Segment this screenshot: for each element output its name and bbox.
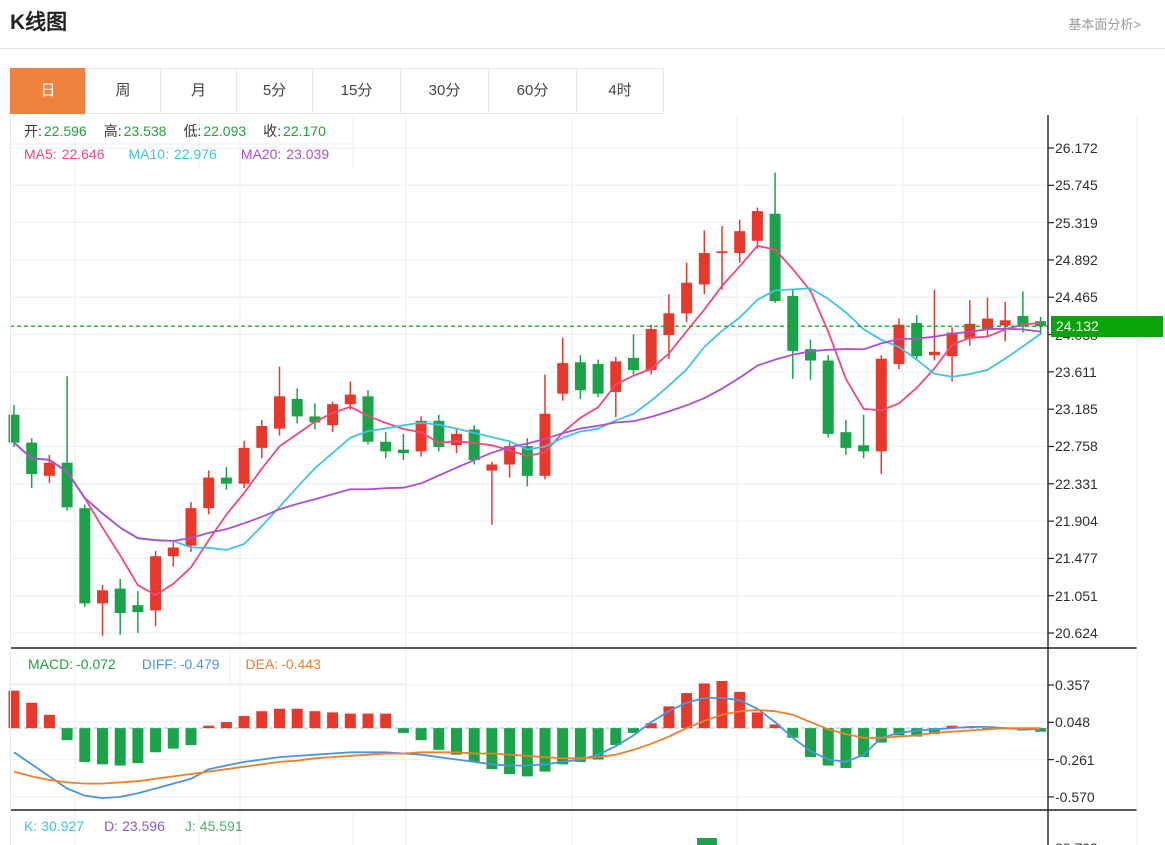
price-tick-label: 22.758 [1055, 438, 1098, 455]
legend-value: 22.646 [61, 146, 105, 162]
period-tab-bar: 日周月 5分 15分 30分 60分 4时 [10, 68, 664, 114]
legend-value: 23.538 [123, 123, 167, 139]
kdj-axis-tick-partial: 88.793 [1055, 838, 1135, 845]
legend-value: 30.927 [41, 818, 85, 834]
kdj-legend: K: 30.927 D: 23.596 J: 45.591 [24, 818, 263, 834]
legend-item: 低: 22.093 [183, 121, 246, 141]
macd-tick-label: 0.048 [1055, 714, 1091, 731]
price-tick-label: 26.172 [1055, 140, 1098, 156]
tab-周[interactable]: 周 [85, 68, 161, 114]
tab-日[interactable]: 日 [10, 68, 86, 114]
tab-5分[interactable]: 5分 [236, 68, 313, 114]
tab-30分[interactable]: 30分 [400, 68, 489, 114]
legend-item: DIFF: -0.479 [142, 656, 220, 672]
legend-value: -0.479 [179, 656, 220, 672]
price-tick-label: 24.465 [1055, 289, 1098, 306]
legend-value: 45.591 [199, 818, 243, 834]
macd-tick-label: -0.570 [1055, 788, 1095, 805]
legend-item: 收: 22.170 [263, 121, 326, 141]
legend-label: DIFF: [141, 656, 177, 672]
current-price-tag: 24.132 [1051, 316, 1163, 337]
legend-item: K: 30.927 [24, 818, 84, 834]
legend-item: MACD: -0.072 [28, 656, 116, 672]
legend-item: DEA: -0.443 [246, 656, 321, 672]
price-tick-label: 21.051 [1055, 587, 1098, 604]
legend-label: J: [184, 818, 196, 834]
legend-label: 开: [24, 123, 42, 139]
legend-item: J: 45.591 [185, 818, 243, 834]
legend-label: MA5: [24, 146, 57, 162]
legend-value: 22.170 [283, 123, 326, 139]
legend-item: MA10: 22.976 [129, 146, 217, 162]
legend-item: MA5: 22.646 [24, 146, 105, 162]
macd-tick-label: -0.261 [1055, 751, 1095, 768]
price-tick-label: 25.319 [1055, 214, 1098, 231]
legend-value: 22.093 [203, 123, 247, 139]
legend-label: 高: [103, 123, 122, 139]
legend-item: MA20: 23.039 [241, 146, 329, 162]
fundamental-analysis-link[interactable]: 基本面分析> [1068, 17, 1141, 32]
macd-tick-label: 0.357 [1055, 677, 1091, 693]
legend-label: K: [24, 818, 38, 834]
price-tick-label: 23.185 [1055, 401, 1098, 418]
legend-label: MA20: [240, 146, 282, 162]
legend-item: 高: 23.538 [104, 121, 167, 141]
legend-value: -0.072 [76, 656, 116, 672]
legend-label: DEA: [245, 656, 279, 672]
header-divider [0, 48, 1165, 49]
price-tick-label: 21.477 [1055, 550, 1098, 567]
tab-15分[interactable]: 15分 [312, 68, 401, 114]
tab-月[interactable]: 月 [160, 68, 237, 114]
price-tick-label: 24.892 [1055, 251, 1098, 268]
legend-item: 开: 22.596 [24, 121, 87, 141]
legend-item: D: 23.596 [104, 818, 165, 834]
legend-value: -0.443 [281, 656, 321, 672]
ma-legend: MA5: 22.646 MA10: 22.976 MA20: 23.039 [24, 146, 353, 162]
price-tick-label: 20.624 [1055, 625, 1098, 642]
legend-value: 22.596 [43, 123, 87, 139]
legend-value: 22.976 [173, 146, 217, 162]
tab-60分[interactable]: 60分 [488, 68, 577, 114]
price-tick-label: 22.331 [1055, 475, 1098, 492]
price-tick-label: 25.745 [1055, 177, 1098, 194]
page-title: K线图 [10, 11, 68, 34]
legend-value: 23.039 [286, 146, 330, 162]
legend-label: 低: [183, 123, 202, 139]
legend-label: MACD: [28, 656, 74, 672]
price-tick-label: 23.611 [1055, 363, 1097, 380]
ohlc-legend: 开: 22.596 高: 23.538 低: 22.093 收: 22.170 [24, 121, 343, 141]
legend-value: 23.596 [122, 818, 165, 834]
legend-label: D: [104, 818, 119, 834]
tab-4时[interactable]: 4时 [576, 68, 664, 114]
macd-legend: MACD: -0.072 DIFF: -0.479 DEA: -0.443 [28, 656, 347, 672]
price-tick-label: 21.904 [1055, 513, 1098, 530]
legend-label: 收: [263, 123, 282, 139]
legend-label: MA10: [128, 146, 169, 162]
